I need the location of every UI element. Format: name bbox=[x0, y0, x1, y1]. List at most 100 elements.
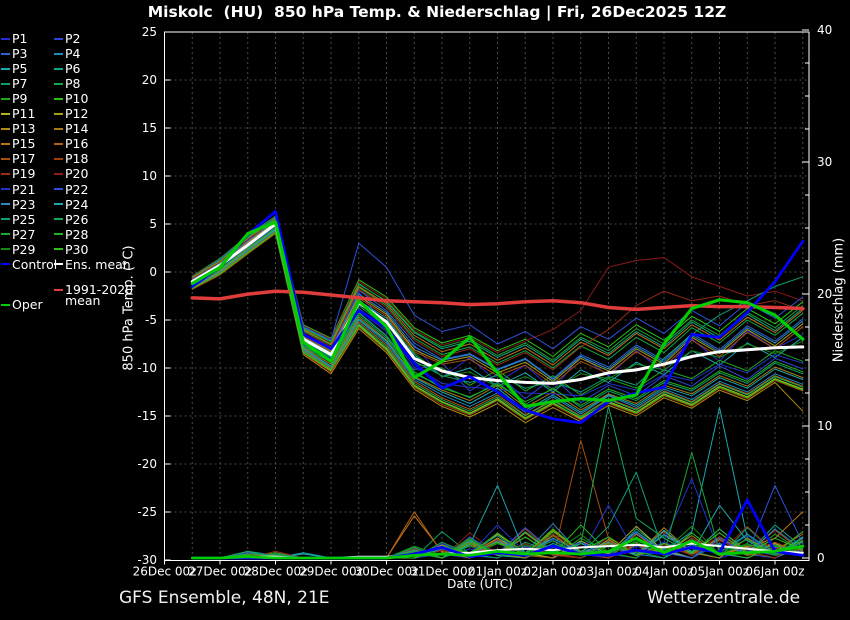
legend-item-clim-mean-swatch bbox=[54, 289, 63, 291]
legend-item-p4-swatch bbox=[54, 52, 63, 55]
legend-item-p21: P21 bbox=[1, 182, 35, 197]
legend-item-p23-swatch bbox=[1, 203, 10, 206]
legend-item-p28-swatch bbox=[54, 233, 63, 236]
legend-item-p25: P25 bbox=[1, 212, 35, 227]
y-right-tick-label: 20 bbox=[817, 287, 832, 301]
legend-item-p20-label: P20 bbox=[65, 166, 89, 182]
x-tick-label: 06Jan 00z bbox=[745, 565, 804, 579]
y-left-tick-label: 20 bbox=[142, 73, 157, 87]
legend-item-p3: P3 bbox=[1, 46, 28, 61]
legend-item-p24-label: P24 bbox=[65, 196, 89, 212]
legend-item-p12-swatch bbox=[54, 112, 63, 115]
legend-item-oper-label: Oper bbox=[12, 297, 43, 312]
y-right-tick-label: 30 bbox=[817, 155, 832, 169]
legend-item-p27-swatch bbox=[1, 233, 10, 236]
legend-item-p11-label: P11 bbox=[12, 106, 36, 122]
oper-precip-line bbox=[190, 536, 805, 560]
footer-site-name: Wetterzentrale.de bbox=[647, 588, 801, 608]
y-left-tick-label: -5 bbox=[145, 313, 157, 327]
tick-labels: 25 20 15 10 5 0 -5 -10 -15 -20 -25 -30 40 30 20 10 0 26De… bbox=[133, 23, 833, 579]
legend-item-p4: P4 bbox=[54, 46, 81, 61]
legend-item-p18: P18 bbox=[54, 151, 88, 166]
legend-item-p9-label: P9 bbox=[12, 91, 28, 107]
legend-item-oper-swatch bbox=[1, 303, 10, 306]
legend-item-ens-mean: Ens. mean bbox=[54, 257, 131, 272]
legend-item-p2-label: P2 bbox=[65, 31, 81, 46]
legend-item-p24: P24 bbox=[54, 197, 88, 212]
x-tick-label: 02Jan 00z bbox=[523, 565, 582, 579]
legend-item-p18-label: P18 bbox=[65, 151, 89, 167]
x-axis-label: Date (UTC) bbox=[447, 577, 513, 591]
legend-item-p6-swatch bbox=[54, 67, 63, 70]
legend-item-p28-label: P28 bbox=[65, 226, 89, 242]
legend-item-p12-label: P12 bbox=[65, 106, 89, 122]
x-tick-label: 03Jan 00z bbox=[579, 565, 638, 579]
legend-item-ens-mean-swatch bbox=[54, 263, 63, 266]
member-precip-line-P24 bbox=[191, 484, 804, 559]
legend-item-p29-swatch bbox=[1, 248, 10, 251]
legend-item-p17: P17 bbox=[1, 151, 35, 166]
legend-item-p22: P22 bbox=[54, 182, 88, 197]
legend-item-control: Control bbox=[1, 257, 57, 272]
legend-item-p15-label: P15 bbox=[12, 136, 36, 152]
legend-item-p27: P27 bbox=[1, 227, 35, 242]
legend-item-p2-swatch bbox=[54, 37, 63, 40]
control-temp-line bbox=[190, 210, 805, 425]
legend-item-p21-swatch bbox=[1, 188, 10, 190]
chart-title: Miskolc (HU) 850 hPa Temp. & Niederschla… bbox=[147, 3, 727, 21]
legend-item-p26: P26 bbox=[54, 212, 88, 227]
legend-item-p8-swatch bbox=[54, 82, 63, 85]
member-temp-line-P30 bbox=[191, 232, 804, 420]
legend-item-p1: P1 bbox=[1, 31, 28, 46]
legend-item-p30: P30 bbox=[54, 242, 88, 257]
legend-item-p7-label: P7 bbox=[12, 76, 28, 92]
footer-model-info: GFS Ensemble, 48N, 21E bbox=[119, 588, 330, 608]
legend-item-p27-label: P27 bbox=[12, 226, 36, 242]
legend-item-p14-swatch bbox=[54, 127, 63, 130]
x-tick-label: 29Dec 00z bbox=[299, 565, 363, 579]
legend-item-p3-swatch bbox=[1, 52, 10, 55]
y-right-tick-label: 0 bbox=[817, 551, 825, 565]
y-right-tick-label: 10 bbox=[817, 419, 832, 433]
ticks bbox=[164, 29, 809, 565]
y-left-tick-label: -10 bbox=[137, 361, 157, 375]
y-left-tick-label: -15 bbox=[137, 409, 157, 423]
legend-item-p5-swatch bbox=[1, 67, 10, 70]
x-tick-label: 04Jan 00z bbox=[634, 565, 693, 579]
legend-item-p7-swatch bbox=[1, 82, 10, 85]
legend-item-p1-swatch bbox=[1, 37, 10, 40]
legend-item-oper: Oper bbox=[1, 297, 43, 312]
legend-item-p30-label: P30 bbox=[65, 241, 89, 257]
legend-item-p12: P12 bbox=[54, 106, 88, 121]
legend-item-p14: P14 bbox=[54, 121, 88, 136]
legend-item-clim-mean: 1991-2020 mean bbox=[54, 283, 133, 308]
legend-item-p8-label: P8 bbox=[65, 76, 81, 92]
left-axis-label: 850 hPa Temp. (°C) bbox=[121, 245, 137, 371]
y-left-tick-label: 10 bbox=[142, 169, 157, 183]
legend-item-p19-swatch bbox=[1, 172, 10, 175]
y-left-tick-label: -25 bbox=[137, 505, 157, 519]
x-tick-label: 28Dec 00z bbox=[244, 565, 308, 579]
legend-item-p17-swatch bbox=[1, 157, 10, 160]
legend-item-p4-label: P4 bbox=[65, 46, 81, 62]
legend-item-p29: P29 bbox=[1, 242, 35, 257]
x-tick-label: 26Dec 00z bbox=[133, 565, 197, 579]
legend-item-p23-label: P23 bbox=[12, 196, 36, 212]
legend-item-p24-swatch bbox=[54, 203, 63, 206]
y-left-tick-label: 15 bbox=[142, 121, 157, 135]
legend-item-p6: P6 bbox=[54, 61, 81, 76]
x-tick-label: 01Jan 00z bbox=[468, 565, 527, 579]
legend-item-p2: P2 bbox=[54, 31, 81, 46]
legend-item-control-swatch bbox=[1, 263, 10, 266]
legend-item-p13-swatch bbox=[1, 127, 10, 130]
x-tick-label: 30Dec 00z bbox=[355, 565, 419, 579]
legend-item-p21-label: P21 bbox=[12, 181, 36, 197]
legend-item-p22-label: P22 bbox=[65, 181, 89, 197]
legend-item-p20: P20 bbox=[54, 166, 88, 181]
legend-item-p22-swatch bbox=[54, 188, 63, 190]
legend-item-p7: P7 bbox=[1, 76, 28, 91]
legend-item-p10-swatch bbox=[54, 97, 63, 100]
legend-item-p11-swatch bbox=[1, 112, 10, 115]
